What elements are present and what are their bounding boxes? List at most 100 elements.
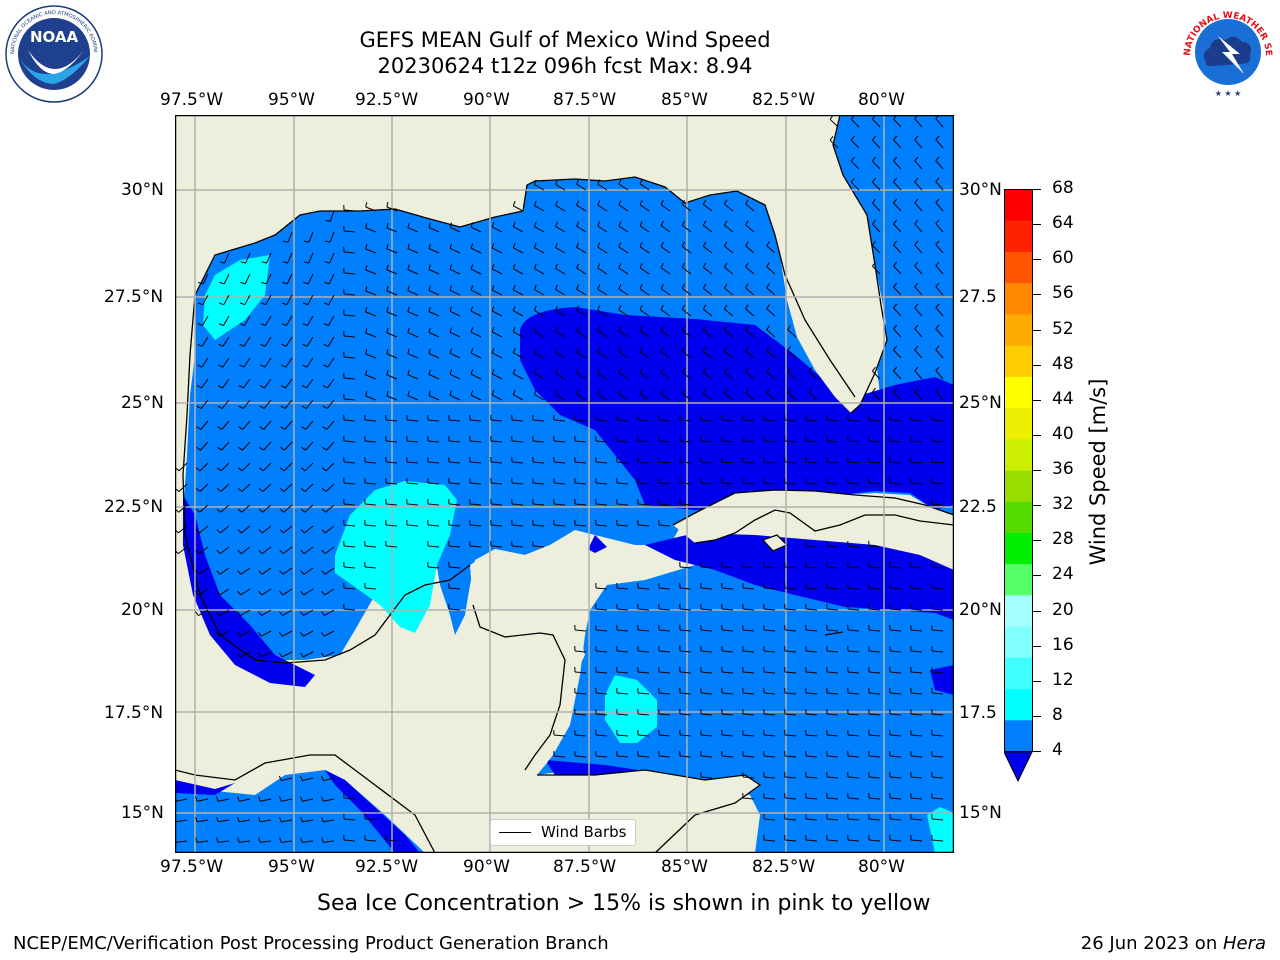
wind-barb-flag bbox=[681, 325, 686, 331]
wind-barb bbox=[868, 566, 881, 569]
wind-barb-flag bbox=[681, 388, 686, 394]
wind-barb bbox=[784, 461, 797, 464]
wind-barb bbox=[265, 273, 272, 285]
wind-barb bbox=[325, 525, 335, 534]
wind-barb bbox=[679, 587, 692, 590]
lat-tick-left: 20°N bbox=[121, 600, 164, 620]
wind-barb bbox=[511, 545, 524, 548]
wind-barb bbox=[343, 209, 356, 212]
wind-barb bbox=[364, 839, 377, 842]
wind-barb bbox=[616, 482, 629, 485]
wind-barb-flag bbox=[216, 816, 219, 822]
wind-barb bbox=[702, 350, 713, 359]
wind-barb bbox=[721, 650, 734, 653]
wind-barb bbox=[328, 294, 335, 305]
wind-barb-flag bbox=[386, 264, 389, 271]
wind-barb-flag bbox=[365, 370, 368, 376]
wind-barb bbox=[784, 482, 797, 485]
wind-barb bbox=[513, 373, 524, 380]
colorbar-tick-mark bbox=[1033, 645, 1041, 647]
wind-barb bbox=[491, 331, 503, 338]
wind-barb bbox=[324, 546, 335, 555]
wind-barb bbox=[766, 371, 776, 380]
wind-barb-flag bbox=[365, 307, 368, 313]
wind-barb bbox=[889, 734, 902, 737]
wind-barb bbox=[491, 373, 503, 380]
wind-barb bbox=[914, 118, 923, 128]
wind-barb bbox=[914, 328, 923, 338]
wind-barb bbox=[239, 819, 251, 823]
colorbar-band bbox=[1004, 657, 1033, 690]
wind-barb-flag bbox=[512, 368, 516, 374]
wind-barb bbox=[261, 546, 272, 555]
lon-tick-top: 85°W bbox=[661, 90, 708, 110]
wind-barb-flag bbox=[280, 426, 286, 430]
wind-barb-flag bbox=[216, 508, 222, 513]
wind-barb bbox=[263, 441, 272, 451]
wind-barb bbox=[574, 461, 587, 464]
wind-barb-flag bbox=[745, 220, 749, 226]
wind-barb bbox=[637, 650, 650, 653]
wind-barb bbox=[243, 357, 251, 368]
wind-barb bbox=[223, 294, 230, 305]
wind-barb bbox=[702, 371, 713, 380]
wind-barb-flag bbox=[745, 262, 749, 268]
wind-barb-flag bbox=[533, 179, 537, 185]
wind-barb bbox=[910, 608, 923, 611]
wind-barb bbox=[872, 160, 881, 170]
wind-barb bbox=[574, 419, 587, 422]
wind-barb-flag bbox=[260, 323, 266, 326]
wind-barb bbox=[304, 504, 314, 513]
wind-barb-flag bbox=[279, 508, 285, 513]
wind-barb bbox=[805, 734, 818, 737]
lat-tick-left: 25°N bbox=[121, 393, 164, 413]
wind-barb bbox=[448, 482, 461, 485]
colorbar-tick-mark bbox=[1033, 189, 1041, 190]
wind-barb-flag bbox=[195, 529, 200, 534]
wind-barb-flag bbox=[278, 631, 283, 637]
wind-barb bbox=[639, 267, 650, 275]
wind-barb bbox=[679, 440, 692, 443]
wind-barb-flag bbox=[702, 388, 707, 394]
wind-barb bbox=[914, 223, 923, 233]
wind-barb bbox=[742, 734, 755, 737]
wind-barb bbox=[595, 650, 608, 653]
wind-barb-flag bbox=[618, 326, 622, 332]
wind-barb bbox=[449, 268, 461, 275]
wind-barb bbox=[595, 524, 608, 527]
wind-barb-flag bbox=[195, 796, 198, 802]
wind-barb-flag bbox=[491, 222, 495, 228]
wind-barb bbox=[343, 314, 356, 317]
wind-barb-flag bbox=[365, 286, 368, 292]
wind-barb bbox=[595, 671, 608, 674]
wind-barb bbox=[406, 440, 419, 443]
wind-barb bbox=[784, 650, 797, 653]
wind-barb-flag bbox=[195, 508, 201, 513]
wind-barb bbox=[826, 587, 839, 590]
wind-barb bbox=[198, 588, 209, 596]
wind-barb bbox=[681, 225, 692, 233]
wind-barb bbox=[241, 462, 251, 472]
wind-barb-flag bbox=[914, 240, 919, 246]
wind-barb-flag bbox=[365, 265, 368, 271]
chart-title: GEFS MEAN Gulf of Mexico Wind Speed bbox=[359, 28, 771, 52]
wind-barb bbox=[618, 183, 629, 191]
wind-barb bbox=[222, 336, 230, 347]
wind-barb bbox=[553, 524, 566, 527]
wind-barb bbox=[805, 461, 818, 464]
wind-barb bbox=[847, 608, 860, 611]
wind-barb bbox=[618, 351, 629, 359]
wind-barb-flag bbox=[618, 347, 622, 353]
wind-barb-flag bbox=[196, 385, 202, 389]
wind-barb bbox=[202, 294, 209, 305]
wind-barb bbox=[847, 734, 860, 737]
colorbar-band bbox=[1004, 345, 1033, 377]
wind-barb bbox=[658, 587, 671, 590]
wind-barb bbox=[637, 755, 650, 758]
wind-barb bbox=[534, 184, 545, 191]
wind-barb-flag bbox=[195, 816, 198, 822]
wind-barb bbox=[931, 608, 944, 611]
wind-barb bbox=[427, 524, 440, 527]
wind-barb bbox=[787, 371, 797, 380]
wind-barb bbox=[681, 204, 692, 212]
